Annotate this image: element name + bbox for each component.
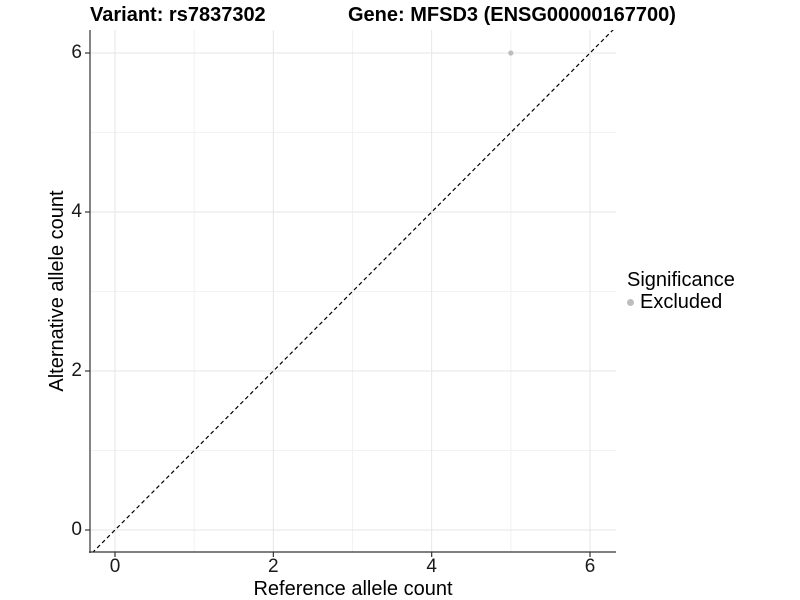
identity-reference-line xyxy=(92,30,614,552)
x-axis-title: Reference allele count xyxy=(253,578,453,600)
plot-title-gene: Gene: MFSD3 (ENSG00000167700) xyxy=(348,4,676,26)
data-point xyxy=(508,50,514,56)
x-tick-label: 2 xyxy=(268,556,279,577)
x-tick-label: 0 xyxy=(109,556,121,577)
y-tick-label: 2 xyxy=(71,360,82,381)
legend-title: Significance xyxy=(627,269,735,291)
legend-items: Excluded xyxy=(627,291,735,313)
legend-point-icon xyxy=(627,298,634,306)
y-tick-label: 0 xyxy=(71,519,82,540)
y-tick-label: 6 xyxy=(71,42,82,63)
plot-title-variant: Variant: rs7837302 xyxy=(90,4,266,26)
y-tick-label: 4 xyxy=(71,201,82,222)
legend-item-label: Excluded xyxy=(640,291,723,313)
legend: Significance Excluded xyxy=(627,269,735,313)
x-tick-label: 4 xyxy=(426,556,437,577)
legend-item: Excluded xyxy=(627,291,735,313)
y-axis-title: Alternative allele count xyxy=(46,190,68,392)
x-tick-label: 6 xyxy=(584,556,596,577)
